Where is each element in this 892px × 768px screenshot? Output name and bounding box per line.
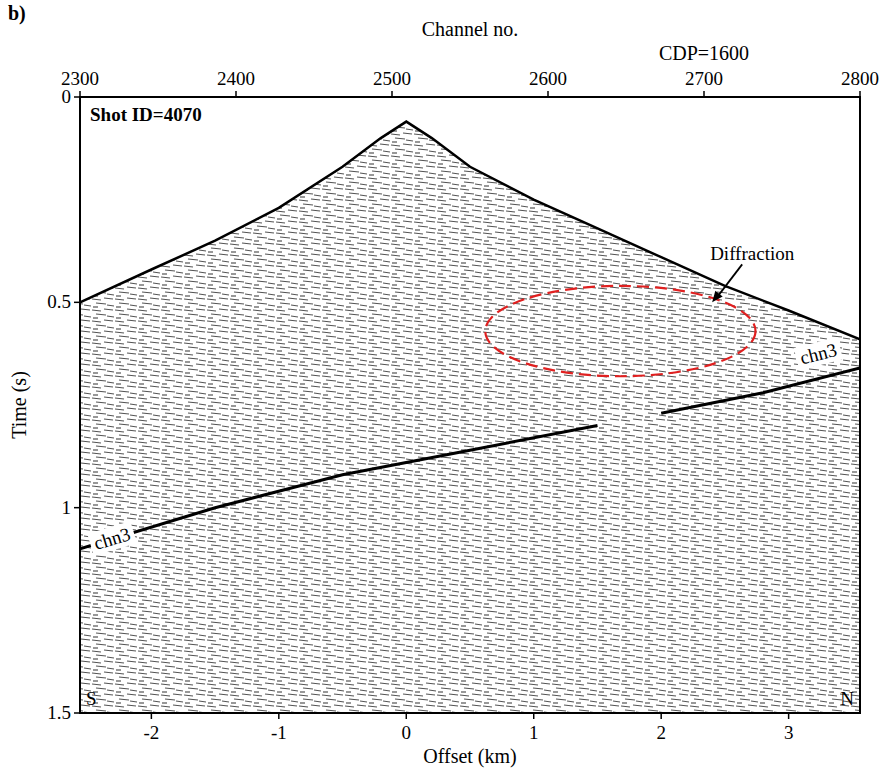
top-tick-label: 2800	[841, 68, 879, 89]
reflection	[80, 426, 598, 549]
wavefield-texture	[80, 122, 860, 713]
plot-area	[80, 122, 860, 713]
top-tick	[859, 91, 861, 97]
x-tick	[660, 713, 662, 719]
panel-label: b)	[8, 2, 26, 25]
diffraction-label: Diffraction	[710, 243, 795, 264]
first-break	[80, 122, 860, 340]
y-tick-label: 1.5	[47, 702, 71, 723]
y-tick-label: 0	[62, 86, 72, 107]
top-axis-title: Channel no.	[422, 18, 519, 40]
arrow-head	[712, 291, 723, 303]
y-tick-label: 1	[62, 497, 72, 518]
top-tick	[391, 91, 393, 97]
x-tick-label: -2	[143, 722, 159, 743]
top-tick-label: 2400	[217, 68, 255, 89]
reflection-label-group: chn3	[794, 337, 843, 370]
reflection	[661, 368, 860, 413]
x-tick	[151, 713, 153, 719]
south-label: S	[86, 688, 97, 709]
shot-id: Shot ID=4070	[90, 104, 202, 125]
y-axis-title: Time (s)	[8, 371, 31, 439]
top-tick-label: 2600	[529, 68, 567, 89]
x-tick-label: 3	[784, 722, 794, 743]
reflection-label: chn3	[91, 523, 132, 554]
north-label: N	[840, 688, 854, 709]
x-tick	[406, 713, 408, 719]
x-tick-label: 2	[656, 722, 666, 743]
y-tick-label: 0.5	[47, 291, 71, 312]
top-tick-label: 2500	[373, 68, 411, 89]
x-tick	[788, 713, 790, 719]
y-tick	[74, 507, 80, 509]
x-tick-label: -1	[271, 722, 287, 743]
top-tick	[79, 91, 81, 97]
frame	[80, 97, 860, 713]
top-tick	[235, 91, 237, 97]
diffraction-arrow	[716, 264, 742, 298]
x-axis-title: Offset (km)	[423, 745, 517, 768]
reflection-label-group: chn3	[87, 521, 137, 556]
x-tick-label: 1	[529, 722, 539, 743]
top-tick	[703, 91, 705, 97]
label-patch	[794, 337, 843, 370]
top-tick-label: 2700	[685, 68, 723, 89]
x-tick	[278, 713, 280, 719]
x-tick-label: 0	[402, 722, 412, 743]
label-patch	[87, 521, 137, 556]
cdp-label: CDP=1600	[659, 42, 749, 64]
y-tick	[74, 712, 80, 714]
reflection-label: chn3	[798, 339, 839, 368]
top-tick	[547, 91, 549, 97]
x-tick	[533, 713, 535, 719]
chart: -2-1012323002400250026002700280000.511.5…	[0, 0, 892, 768]
y-tick	[74, 302, 80, 304]
y-tick	[74, 96, 80, 98]
diffraction-ellipse	[485, 286, 755, 376]
